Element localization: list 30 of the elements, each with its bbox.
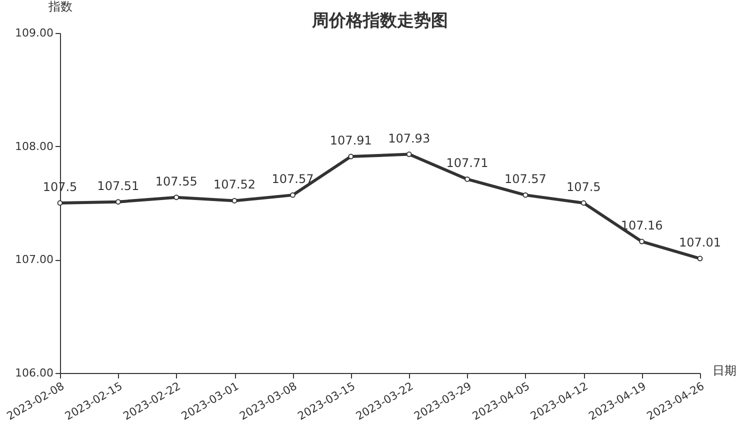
point xyxy=(348,154,354,160)
point xyxy=(639,238,645,244)
point xyxy=(57,200,63,206)
y-tick-label: 106.00 xyxy=(15,366,54,380)
data-label: 107.55 xyxy=(155,174,198,188)
point xyxy=(174,194,180,200)
y-tick-label: 109.00 xyxy=(15,26,54,40)
data-label: 107.5 xyxy=(566,180,601,194)
y-tick-label: 108.00 xyxy=(15,140,54,153)
point xyxy=(232,198,238,204)
data-label: 107.01 xyxy=(679,236,721,250)
data-label: 107.91 xyxy=(330,134,372,148)
point xyxy=(522,192,528,198)
point xyxy=(290,192,296,198)
data-label: 107.71 xyxy=(446,156,488,170)
point xyxy=(115,199,121,205)
y-tick-label: 107.00 xyxy=(15,253,54,266)
data-label: 107.57 xyxy=(504,172,546,186)
chart-title: 周价格指数走势图 xyxy=(311,11,448,31)
x-axis-title: 日期 xyxy=(712,364,736,378)
data-label: 107.51 xyxy=(97,178,140,193)
data-label: 107.16 xyxy=(620,218,663,233)
point xyxy=(697,256,703,262)
data-label: 107.52 xyxy=(214,178,256,192)
data-label: 107.57 xyxy=(272,172,314,186)
data-label: 107.93 xyxy=(388,131,430,146)
point xyxy=(580,200,586,206)
point xyxy=(406,152,412,157)
point xyxy=(464,176,470,182)
y-axis-title: 指数 xyxy=(48,0,72,14)
